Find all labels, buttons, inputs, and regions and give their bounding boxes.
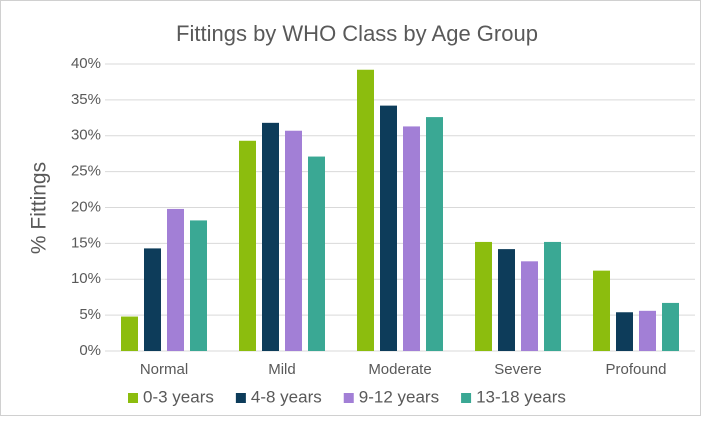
y-tick-label: 40% (71, 55, 101, 72)
x-tick-label: Moderate (368, 361, 431, 378)
x-tick-label: Mild (268, 361, 296, 378)
bar (521, 261, 538, 351)
bar (593, 270, 610, 351)
y-tick-label: 35% (71, 91, 101, 108)
bar (426, 117, 443, 351)
bar (121, 316, 138, 351)
bar (475, 241, 492, 351)
legend-marker (461, 393, 472, 403)
bar (498, 249, 515, 351)
x-tick-label: Profound (606, 361, 667, 378)
legend-label: 0-3 years (143, 387, 214, 406)
y-tick-label: 10% (71, 270, 101, 287)
bar (403, 126, 420, 351)
x-tick-label: Normal (140, 361, 188, 378)
y-tick-label: 5% (79, 306, 101, 323)
legend-label: 13-18 years (476, 387, 566, 406)
y-tick-label: 30% (71, 127, 101, 144)
bar (380, 105, 397, 352)
bar (262, 122, 279, 352)
bar (285, 130, 302, 351)
bar (662, 302, 679, 351)
bar (144, 248, 161, 351)
chart-title: Fittings by WHO Class by Age Group (176, 21, 538, 46)
bar (616, 312, 633, 351)
bar (308, 156, 325, 351)
legend-label: 4-8 years (251, 387, 322, 406)
x-tick-label: Severe (494, 361, 542, 378)
y-tick-label: 15% (71, 234, 101, 251)
legend-marker (235, 393, 246, 403)
bar (544, 241, 561, 351)
legend-marker (128, 393, 138, 403)
y-tick-label: 20% (71, 198, 101, 215)
bar (357, 69, 374, 352)
bar (167, 208, 184, 351)
y-axis-label: % Fittings (28, 162, 51, 254)
bar (239, 140, 256, 351)
legend-label: 9-12 years (359, 387, 439, 406)
bar (639, 310, 656, 351)
y-tick-label: 0% (79, 342, 101, 359)
bar (190, 220, 207, 351)
legend-marker (343, 393, 354, 403)
y-tick-label: 25% (71, 163, 101, 180)
